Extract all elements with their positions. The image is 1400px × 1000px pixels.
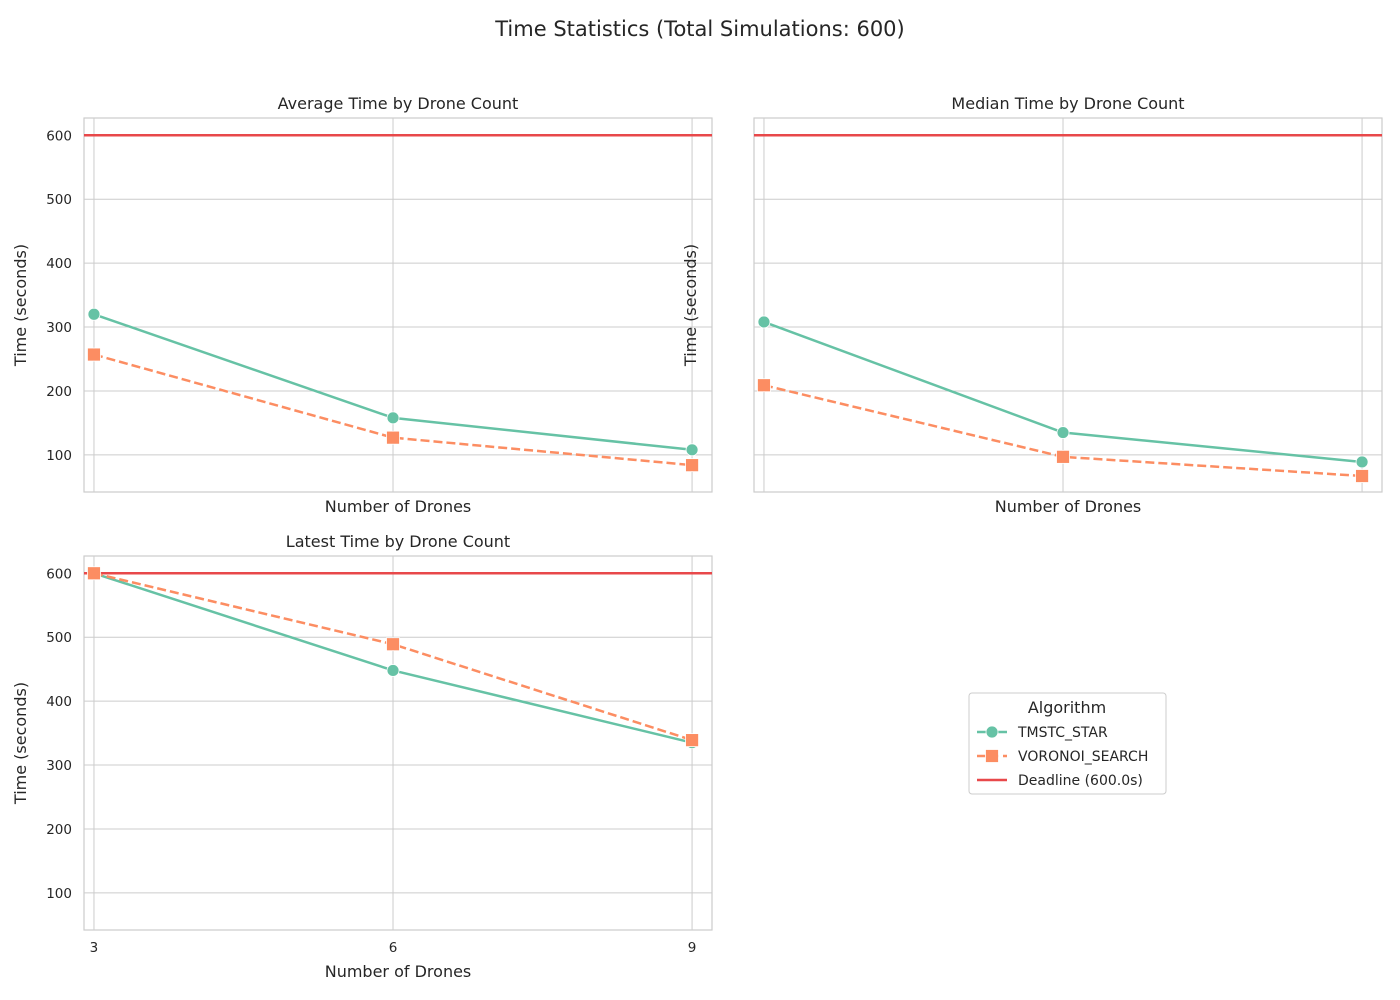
x-tick-label: 6 (389, 940, 398, 956)
legend-label: VORONOI_SEARCH (1018, 749, 1148, 765)
y-tick-label: 100 (46, 886, 72, 902)
legend-entry: VORONOI_SEARCH (977, 749, 1148, 765)
data-point-voronoi-search (1355, 469, 1369, 483)
y-tick-label: 600 (46, 566, 72, 582)
legend-marker (985, 725, 999, 739)
plot-area (84, 556, 712, 930)
data-point-tmstc-star (386, 664, 400, 677)
series-line-voronoi-search (93, 353, 693, 467)
data-point-voronoi-search (87, 347, 101, 362)
subplot-title: Median Time by Drone Count (951, 94, 1184, 113)
axes-frame (83, 555, 713, 931)
y-tick-label: 400 (46, 256, 72, 272)
data-point-voronoi-search (685, 733, 699, 748)
y-tick-label: 300 (46, 758, 72, 774)
y-tick-label: 500 (46, 630, 72, 646)
data-point-voronoi-search (757, 378, 771, 393)
legend-title: Algorithm (1028, 698, 1106, 717)
axes-frame (83, 117, 713, 493)
data-point-tmstc-star (87, 307, 101, 321)
x-axis-label: Number of Drones (325, 497, 472, 516)
y-tick-label: 200 (46, 822, 72, 838)
data-point-voronoi-search (685, 458, 699, 473)
y-tick-label: 200 (46, 384, 72, 400)
data-point-voronoi-search (386, 430, 400, 445)
subplot-2: Median Time by Drone Count Number of Dron… (681, 94, 1383, 516)
data-point-voronoi-search (87, 566, 101, 581)
y-tick-label: 300 (46, 320, 72, 336)
data-point-tmstc-star (1056, 426, 1070, 439)
data-point-voronoi-search (1056, 449, 1070, 464)
legend-label: TMSTC_STAR (1017, 725, 1108, 741)
plot-area (84, 118, 712, 492)
x-axis-label: Number of Drones (325, 962, 472, 981)
x-axis-label: Number of Drones (995, 497, 1142, 516)
legend-frame (968, 692, 1167, 795)
data-point-voronoi-search (386, 637, 400, 652)
data-point-tmstc-star (1355, 455, 1369, 469)
y-axis-label: Time (seconds) (11, 682, 30, 805)
data-point-tmstc-star (757, 315, 771, 329)
y-tick-label: 100 (46, 448, 72, 464)
legend-label: Deadline (600.0s) (1018, 773, 1143, 789)
data-point-tmstc-star (386, 411, 400, 425)
subplot-3: 100 200 300 400 500 600 3 6 9 Latest Time by Dron… (11, 532, 713, 981)
legend-marker (985, 749, 999, 763)
subplot-title: Average Time by Drone Count (278, 94, 519, 113)
subplot-1: 100 200 300 400 500 600 Average Time by Drone … (11, 94, 713, 516)
subplots: 100 200 300 400 500 600 Average Time by Drone … (11, 94, 1383, 981)
x-tick-label: 3 (90, 940, 99, 956)
legend-entry: Deadline (600.0s) (977, 773, 1143, 789)
y-axis-label: Time (seconds) (11, 244, 30, 367)
y-tick-label: 400 (46, 694, 72, 710)
figure-title: Time Statistics (Total Simulations: 600) (494, 17, 904, 41)
x-tick-label: 9 (688, 940, 697, 956)
y-tick-label: 600 (46, 128, 72, 144)
subplot-title: Latest Time by Drone Count (286, 532, 510, 551)
legend-entries: TMSTC_STAR VORONOI_SEARCH Deadline (600.0s… (977, 725, 1148, 789)
legend-entry: TMSTC_STAR (977, 725, 1108, 741)
data-point-tmstc-star (685, 443, 699, 457)
y-tick-label: 500 (46, 192, 72, 208)
y-axis-label: Time (seconds) (681, 244, 700, 367)
axes-frame (753, 117, 1383, 493)
legend: Algorithm TMSTC_STAR VORONOI_SEARCH Deadli… (968, 692, 1167, 795)
